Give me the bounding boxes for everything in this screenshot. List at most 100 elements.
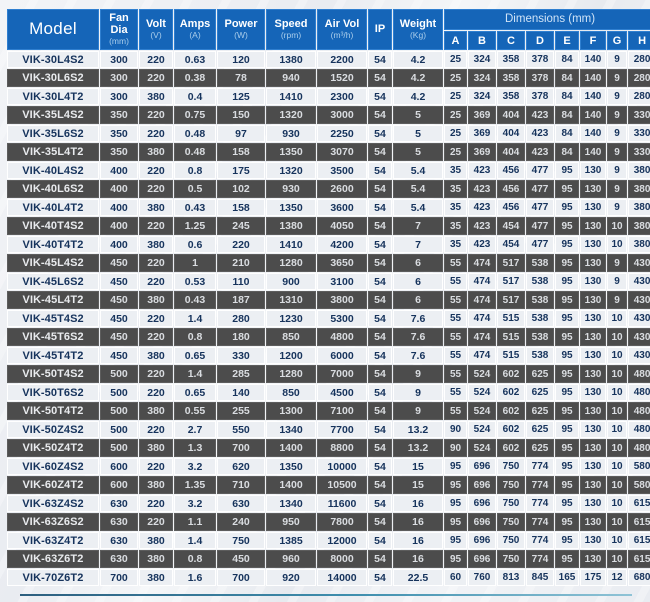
cell-dimension-f: 175 xyxy=(580,568,606,587)
column-header-volt[interactable]: Volt (V) xyxy=(139,9,173,50)
table-row[interactable]: VIK-30L4S2 300 220 0.63 120 1380 2200 54 4.2 25 32… xyxy=(7,50,650,69)
cell-power: 180 xyxy=(217,328,265,346)
table-row[interactable]: VIK-50T4S2 500 220 1.4 285 1280 7000 54 9 55 524 60… xyxy=(7,365,650,383)
table-row[interactable]: VIK-45T4T2 450 380 0.65 330 1200 6000 54 7.6 55 47… xyxy=(7,346,650,365)
column-header-amps-label: Amps xyxy=(179,18,211,31)
column-header-air-vol[interactable]: Air Vol (m³/h) xyxy=(317,9,367,50)
cell-speed: 940 xyxy=(266,69,316,87)
cell-speed: 960 xyxy=(266,550,316,568)
cell-dimension-c: 454 xyxy=(497,235,525,254)
column-header-dimension-b[interactable]: B xyxy=(468,31,496,50)
column-header-dimension-f[interactable]: F xyxy=(580,31,606,50)
cell-power: 255 xyxy=(217,402,265,420)
cell-volt: 380 xyxy=(139,531,173,550)
column-header-dimension-d[interactable]: D xyxy=(526,31,554,50)
table-row[interactable]: VIK-30L4T2 300 380 0.4 125 1410 2300 54 4.2 25 324… xyxy=(7,87,650,106)
table-row[interactable]: VIK-50T4T2 500 380 0.55 255 1300 7100 54 9 55 524 6… xyxy=(7,402,650,420)
cell-air-vol: 3800 xyxy=(317,291,367,309)
cell-dimension-e: 95 xyxy=(555,513,579,531)
cell-dimension-e: 165 xyxy=(555,568,579,587)
cell-dimension-g: 9 xyxy=(607,124,627,143)
table-row[interactable]: VIK-40L4S2 400 220 0.8 175 1320 3500 54 5.4 35 423… xyxy=(7,161,650,180)
cell-dimension-a: 25 xyxy=(444,124,467,143)
cell-dimension-a: 55 xyxy=(444,402,467,420)
cell-dimension-f: 130 xyxy=(580,531,606,550)
table-row[interactable]: VIK-45L4S2 450 220 1 210 1280 3650 54 6 55 474 517 5… xyxy=(7,254,650,272)
cell-dimension-e: 95 xyxy=(555,439,579,457)
cell-dimension-g: 9 xyxy=(607,143,627,161)
table-row[interactable]: VIK-50Z4T2 500 380 1.3 700 1400 8800 54 13.2 90 52… xyxy=(7,439,650,457)
cell-power: 245 xyxy=(217,217,265,235)
cell-dimension-f: 130 xyxy=(580,513,606,531)
column-header-dimensions-group[interactable]: Dimensions (mm) xyxy=(444,9,650,31)
column-header-volt-label: Volt xyxy=(146,18,166,31)
column-header-dimension-c[interactable]: C xyxy=(497,31,525,50)
table-row[interactable]: VIK-45T4S2 450 220 1.4 280 1230 5300 54 7.6 55 474… xyxy=(7,309,650,328)
cell-model: VIK-40T4S2 xyxy=(7,217,99,235)
table-row[interactable]: VIK-45L4T2 450 380 0.43 187 1310 3800 54 6 55 474 5… xyxy=(7,291,650,309)
cell-ip: 54 xyxy=(368,383,392,402)
cell-dimension-b: 474 xyxy=(468,346,496,365)
table-row[interactable]: VIK-30L6S2 300 220 0.38 78 940 1520 54 4.2 25 324 3… xyxy=(7,69,650,87)
cell-dimension-h: 430 xyxy=(628,346,650,365)
table-row[interactable]: VIK-70Z6T2 700 380 1.6 700 920 14000 54 22.5 60 76… xyxy=(7,568,650,587)
table-row[interactable]: VIK-40T4S2 400 220 1.25 245 1380 4050 54 7 35 423 4… xyxy=(7,217,650,235)
table-row[interactable]: VIK-63Z6S2 630 220 1.1 240 950 7800 54 16 95 696 75… xyxy=(7,513,650,531)
table-row[interactable]: VIK-63Z6T2 630 380 0.8 450 960 8000 54 16 95 696 75… xyxy=(7,550,650,568)
table-row[interactable]: VIK-50T6S2 500 220 0.65 140 850 4500 54 9 55 524 60… xyxy=(7,383,650,402)
cell-dimension-a: 35 xyxy=(444,198,467,217)
cell-fan-dia: 450 xyxy=(100,346,138,365)
cell-dimension-g: 10 xyxy=(607,476,627,494)
table-row[interactable]: VIK-50Z4S2 500 220 2.7 550 1340 7700 54 13.2 90 52… xyxy=(7,420,650,439)
column-header-model[interactable]: Model xyxy=(7,9,99,50)
cell-speed: 930 xyxy=(266,180,316,198)
column-header-fan-dia[interactable]: Fan Dia (mm) xyxy=(100,9,138,50)
column-header-dimension-e[interactable]: E xyxy=(555,31,579,50)
table-row[interactable]: VIK-35L4T2 350 380 0.48 158 1350 3070 54 5 25 369 4… xyxy=(7,143,650,161)
column-header-dimension-h[interactable]: H xyxy=(628,31,650,50)
cell-dimension-d: 423 xyxy=(526,106,554,124)
cell-power: 620 xyxy=(217,457,265,476)
cell-dimension-d: 423 xyxy=(526,143,554,161)
table-row[interactable]: VIK-63Z4S2 630 220 3.2 630 1340 11600 54 16 95 696… xyxy=(7,494,650,513)
cell-model: VIK-35L6S2 xyxy=(7,124,99,143)
cell-dimension-h: 380 xyxy=(628,235,650,254)
table-row[interactable]: VIK-60Z4T2 600 380 1.35 710 1400 10500 54 15 95 69… xyxy=(7,476,650,494)
cell-dimension-c: 750 xyxy=(497,494,525,513)
column-header-ip[interactable]: IP xyxy=(368,9,392,50)
column-header-amps[interactable]: Amps (A) xyxy=(174,9,216,50)
table-row[interactable]: VIK-40L6S2 400 220 0.5 102 930 2600 54 5.4 35 423 4… xyxy=(7,180,650,198)
table-row[interactable]: VIK-60Z4S2 600 220 3.2 620 1350 10000 54 15 95 696… xyxy=(7,457,650,476)
table-row[interactable]: VIK-35L4S2 350 220 0.75 150 1320 3000 54 5 25 369 4… xyxy=(7,106,650,124)
cell-dimension-b: 474 xyxy=(468,328,496,346)
cell-dimension-e: 95 xyxy=(555,180,579,198)
column-header-volt-unit: (V) xyxy=(150,30,162,41)
table-row[interactable]: VIK-35L6S2 350 220 0.48 97 930 2250 54 5 25 369 404… xyxy=(7,124,650,143)
table-row[interactable]: VIK-45L6S2 450 220 0.53 110 900 3100 54 6 55 474 51… xyxy=(7,272,650,291)
column-header-power[interactable]: Power (W) xyxy=(217,9,265,50)
column-header-weight[interactable]: Weight (Kg) xyxy=(393,9,443,50)
cell-dimension-a: 55 xyxy=(444,272,467,291)
cell-dimension-g: 10 xyxy=(607,328,627,346)
cell-speed: 1410 xyxy=(266,87,316,106)
cell-weight: 7.6 xyxy=(393,309,443,328)
cell-amps: 0.6 xyxy=(174,235,216,254)
table-row[interactable]: VIK-63Z4T2 630 380 1.4 750 1385 12000 54 16 95 696… xyxy=(7,531,650,550)
cell-dimension-d: 477 xyxy=(526,198,554,217)
cell-volt: 220 xyxy=(139,513,173,531)
table-row[interactable]: VIK-40T4T2 400 380 0.6 220 1410 4200 54 7 35 423 45… xyxy=(7,235,650,254)
cell-dimension-g: 10 xyxy=(607,513,627,531)
cell-weight: 13.2 xyxy=(393,439,443,457)
cell-dimension-a: 35 xyxy=(444,161,467,180)
cell-amps: 0.8 xyxy=(174,161,216,180)
cell-dimension-g: 10 xyxy=(607,420,627,439)
table-row[interactable]: VIK-45T6S2 450 220 0.8 180 850 4800 54 7.6 55 474 5… xyxy=(7,328,650,346)
cell-air-vol: 7800 xyxy=(317,513,367,531)
cell-weight: 5.4 xyxy=(393,161,443,180)
cell-air-vol: 6000 xyxy=(317,346,367,365)
column-header-dimension-a[interactable]: A xyxy=(444,31,467,50)
column-header-speed[interactable]: Speed (rpm) xyxy=(266,9,316,50)
column-header-dimension-g[interactable]: G xyxy=(607,31,627,50)
table-row[interactable]: VIK-40L4T2 400 380 0.43 158 1350 3600 54 5.4 35 42… xyxy=(7,198,650,217)
cell-dimension-b: 696 xyxy=(468,531,496,550)
